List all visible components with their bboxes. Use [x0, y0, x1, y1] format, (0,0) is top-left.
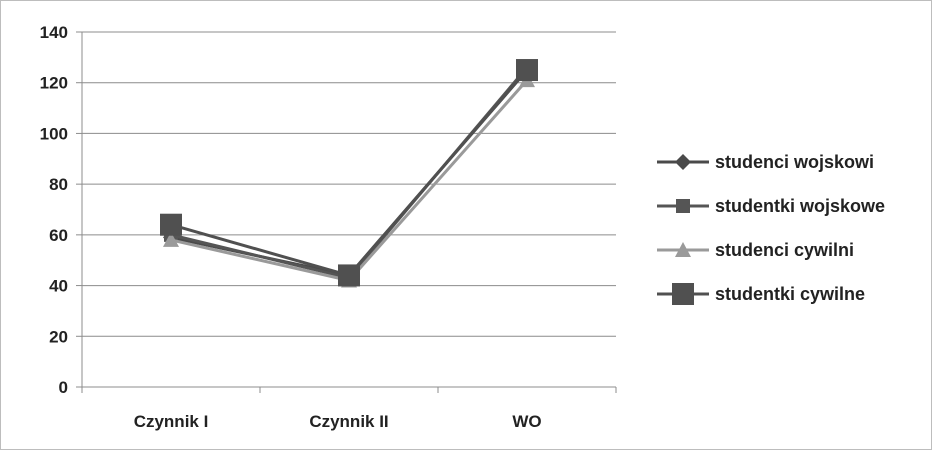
- legend-item: studentki wojskowe: [657, 196, 885, 216]
- x-category-label: WO: [512, 412, 541, 431]
- series-3: [160, 59, 538, 287]
- data-point: [160, 213, 182, 236]
- legend-marker: [672, 283, 694, 305]
- axes: 0 20 40 60 80 100 120 140 Czynnik I Czynnik II WO: [40, 23, 617, 431]
- data-point: [163, 231, 179, 247]
- legend-label: studentki cywilne: [715, 284, 865, 304]
- y-tick-label: 20: [49, 327, 68, 346]
- x-category-label: Czynnik I: [134, 412, 209, 431]
- legend-label: studenci wojskowi: [715, 152, 874, 172]
- legend-label: studentki wojskowe: [715, 196, 885, 216]
- y-tick-label: 40: [49, 277, 68, 296]
- y-tick-label: 60: [49, 226, 68, 245]
- x-category-label: Czynnik II: [309, 412, 388, 431]
- legend-marker: [675, 242, 691, 257]
- y-tick-label: 140: [40, 23, 68, 42]
- legend: studenci wojskowi studentki wojskowe stude…: [657, 152, 885, 305]
- legend-item: studentki cywilne: [657, 283, 865, 305]
- data-point: [338, 264, 360, 287]
- legend-item: studenci cywilni: [657, 240, 854, 260]
- legend-marker: [676, 199, 690, 213]
- data-point: [516, 59, 538, 82]
- y-tick-label: 120: [40, 74, 68, 93]
- y-tick-label: 100: [40, 124, 68, 143]
- y-tick-label: 80: [49, 175, 68, 194]
- y-tick-label: 0: [59, 378, 68, 397]
- series-group: [160, 59, 538, 288]
- legend-label: studenci cywilni: [715, 240, 854, 260]
- legend-marker: [675, 154, 691, 170]
- legend-item: studenci wojskowi: [657, 152, 874, 172]
